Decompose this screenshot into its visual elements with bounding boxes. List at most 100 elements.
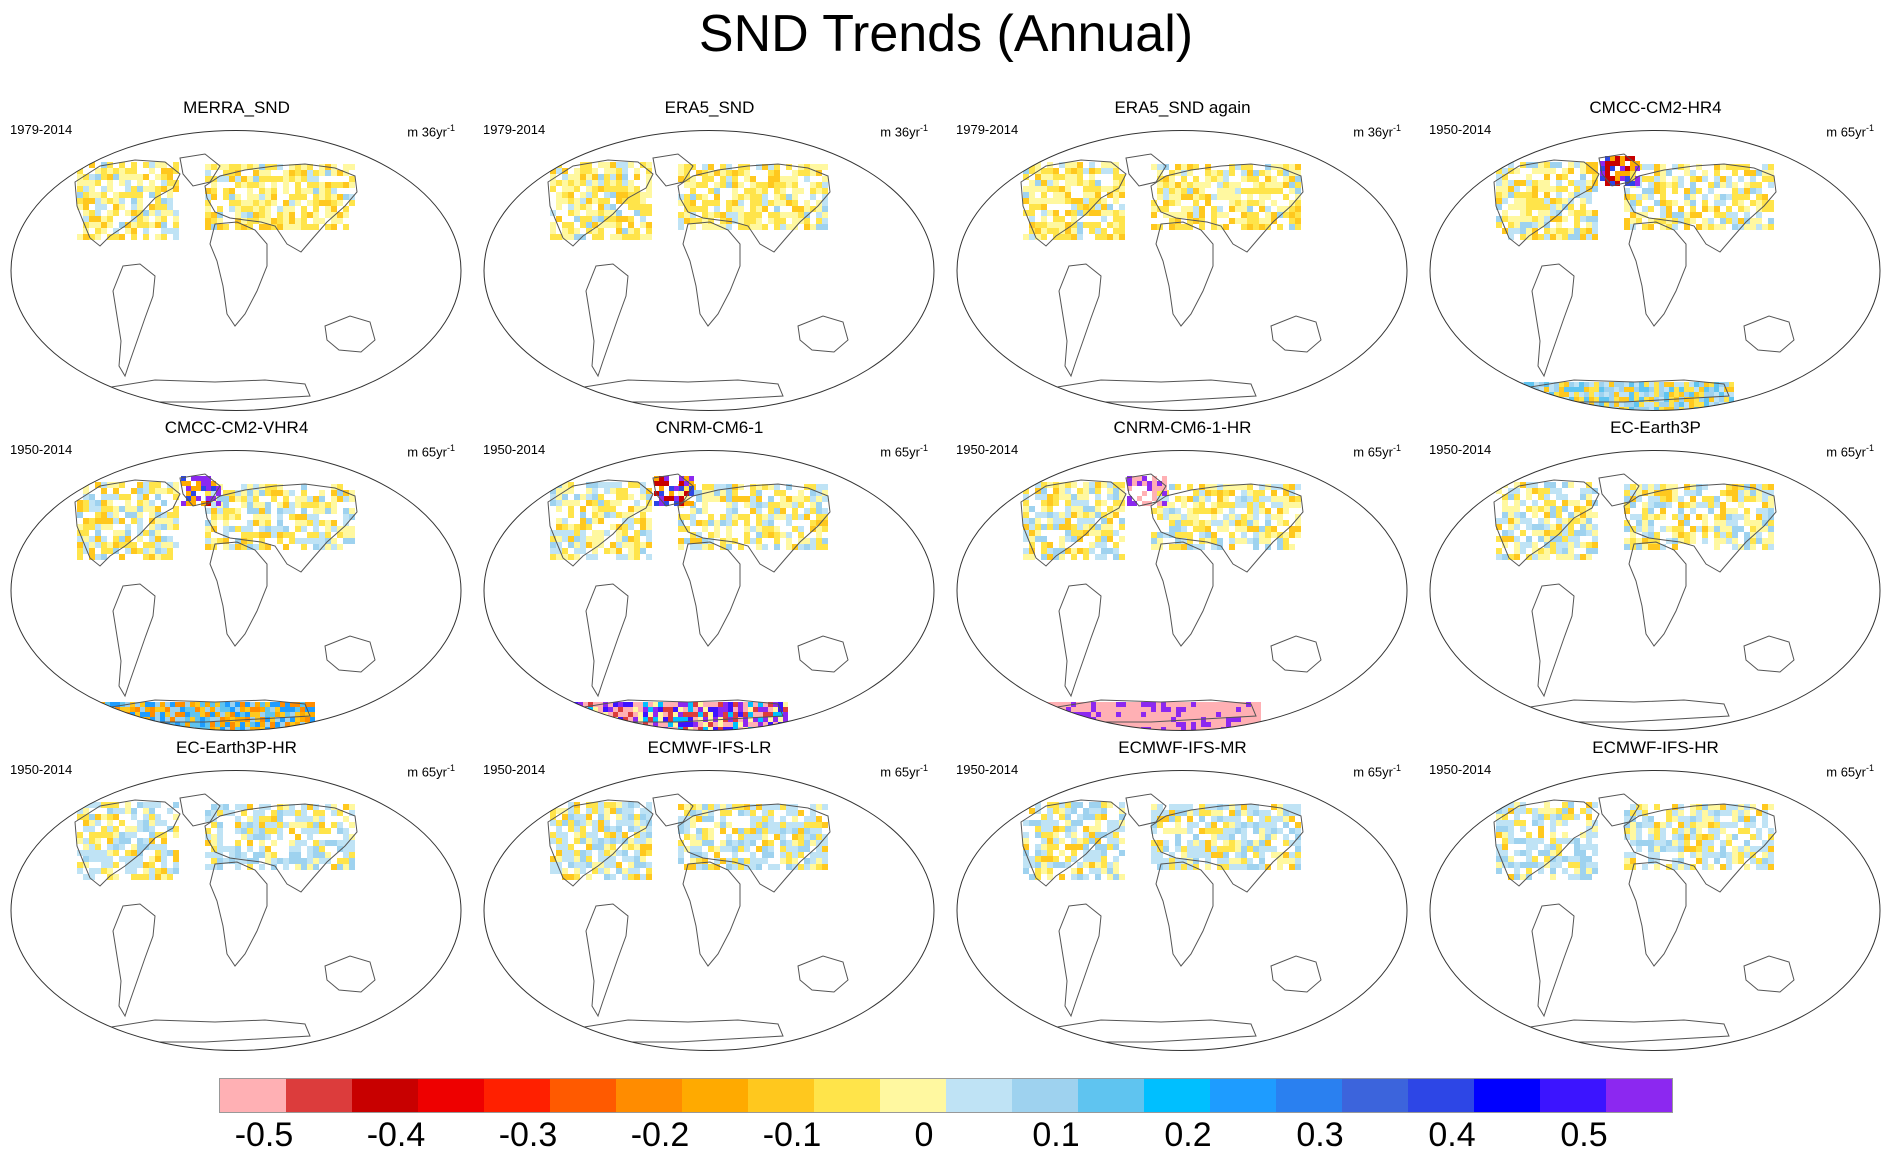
- trend-cell: [1642, 490, 1648, 496]
- trend-cell: [83, 222, 89, 228]
- trend-cell: [750, 206, 756, 212]
- trend-cell: [1678, 526, 1684, 532]
- trend-cell: [1059, 234, 1065, 240]
- trend-cell: [1684, 490, 1690, 496]
- trend-cell: [1762, 526, 1768, 532]
- trend-cell: [1586, 198, 1592, 204]
- trend-cell: [780, 532, 786, 538]
- trend-cell: [744, 804, 750, 810]
- trend-cell: [1216, 717, 1221, 722]
- trend-cell: [1083, 554, 1089, 560]
- trend-cell: [235, 840, 241, 846]
- trend-cell: [1131, 712, 1136, 717]
- trend-cell: [556, 820, 562, 826]
- trend-cell: [762, 846, 768, 852]
- trend-cell: [1678, 532, 1684, 538]
- trend-cell: [1520, 542, 1526, 548]
- trend-cell: [319, 188, 325, 194]
- trend-cell: [1163, 212, 1169, 218]
- trend-cell: [628, 868, 634, 874]
- trend-cell: [1221, 722, 1226, 727]
- trend-cell: [816, 858, 822, 864]
- trend-cell: [1569, 402, 1574, 407]
- trend-cell: [732, 200, 738, 206]
- trend-cell: [1047, 548, 1053, 554]
- trend-cell: [1520, 518, 1526, 524]
- trend-cell: [305, 717, 310, 722]
- trend-cell: [622, 832, 628, 838]
- trend-cell: [763, 702, 768, 707]
- trend-cell: [1089, 512, 1095, 518]
- trend-cell: [155, 204, 161, 210]
- trend-cell: [678, 822, 684, 828]
- trend-cell: [556, 234, 562, 240]
- trend-cell: [1231, 707, 1236, 712]
- trend-cell: [349, 846, 355, 852]
- trend-cell: [1127, 501, 1132, 506]
- trend-cell: [1029, 536, 1035, 542]
- trend-cell: [95, 717, 100, 722]
- trend-cell: [616, 494, 622, 500]
- trend-cell: [1146, 702, 1151, 707]
- trend-cell: [1532, 204, 1538, 210]
- trend-cell: [628, 814, 634, 820]
- trend-cell: [1514, 518, 1520, 524]
- trend-cell: [1206, 717, 1211, 722]
- trend-cell: [768, 840, 774, 846]
- trend-cell: [640, 234, 646, 240]
- trend-cell: [743, 717, 748, 722]
- trend-cell: [1181, 212, 1187, 218]
- trend-cell: [1187, 514, 1193, 520]
- trend-cell: [161, 844, 167, 850]
- trend-cell: [1732, 218, 1738, 224]
- trend-cell: [744, 194, 750, 200]
- trend-cell: [556, 518, 562, 524]
- trend-cell: [738, 182, 744, 188]
- trend-cell: [1175, 544, 1181, 550]
- trend-cell: [804, 200, 810, 206]
- trend-cell: [792, 170, 798, 176]
- trend-cell: [89, 832, 95, 838]
- trend-cell: [668, 707, 673, 712]
- trend-cell: [1253, 188, 1259, 194]
- trend-cell: [1526, 488, 1532, 494]
- trend-cell: [1175, 224, 1181, 230]
- trend-cell: [107, 210, 113, 216]
- trend-cell: [1241, 702, 1246, 707]
- trend-cell: [1199, 508, 1205, 514]
- trend-cell: [241, 502, 247, 508]
- trend-cell: [804, 508, 810, 514]
- trend-cell: [698, 702, 703, 707]
- trend-cell: [593, 702, 598, 707]
- trend-cell: [720, 804, 726, 810]
- trend-cell: [688, 717, 693, 722]
- trend-cell: [1157, 481, 1162, 486]
- trend-cell: [220, 712, 225, 717]
- trend-cell: [89, 216, 95, 222]
- trend-cell: [1113, 506, 1119, 512]
- trend-cell: [160, 727, 165, 731]
- trend-cell: [592, 826, 598, 832]
- trend-cell: [167, 174, 173, 180]
- trend-cell: [756, 206, 762, 212]
- trend-cell: [580, 494, 586, 500]
- trend-cell: [1708, 188, 1714, 194]
- trend-cell: [1538, 536, 1544, 542]
- trend-cell: [702, 212, 708, 218]
- trend-cell: [131, 874, 137, 880]
- trend-cell: [1121, 702, 1126, 707]
- trend-cell: [241, 532, 247, 538]
- trend-cell: [1574, 542, 1580, 548]
- trend-cell: [101, 488, 107, 494]
- trend-cell: [259, 508, 265, 514]
- trend-cell: [1223, 502, 1229, 508]
- trend-cell: [1181, 544, 1187, 550]
- trend-cell: [610, 832, 616, 838]
- trend-cell: [1508, 506, 1514, 512]
- trend-cell: [1051, 717, 1056, 722]
- trend-cell: [107, 162, 113, 168]
- trend-cell: [1534, 397, 1539, 402]
- trend-cell: [1756, 520, 1762, 526]
- trend-cell: [1532, 524, 1538, 530]
- trend-cell: [658, 712, 663, 717]
